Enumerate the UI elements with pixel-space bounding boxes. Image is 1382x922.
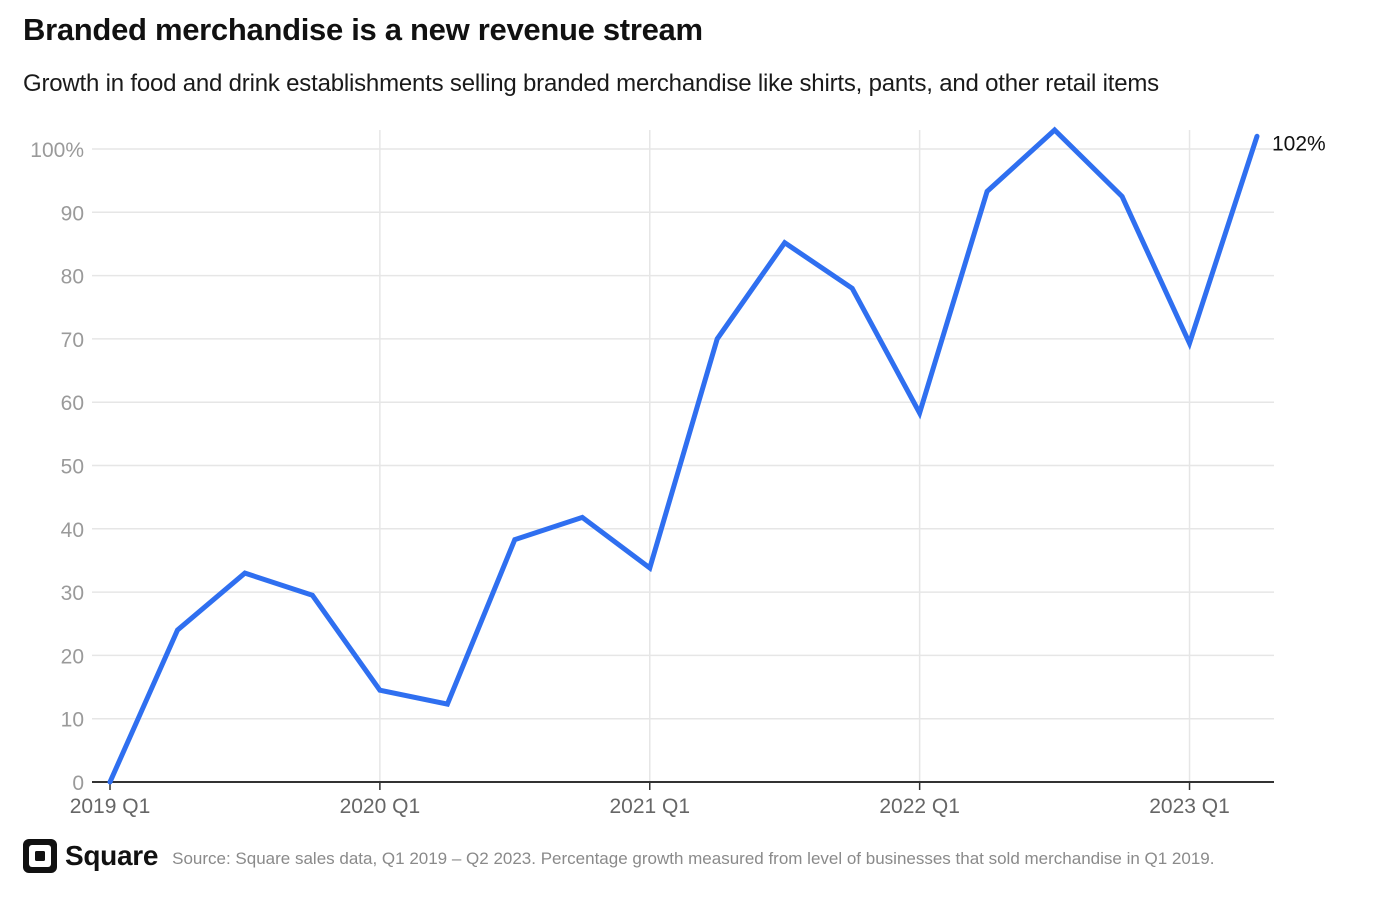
x-tick-label: 2022 Q1	[879, 795, 960, 818]
y-tick-label: 80	[61, 266, 84, 289]
y-tick-label: 0	[72, 772, 84, 795]
square-logo: Square	[23, 839, 158, 873]
square-logo-icon	[23, 839, 57, 873]
end-value-label: 102%	[1272, 132, 1326, 155]
source-note: Source: Square sales data, Q1 2019 – Q2 …	[172, 849, 1215, 868]
y-tick-label: 70	[61, 329, 84, 352]
series-line	[107, 126, 1260, 785]
x-tick-label: 2020 Q1	[340, 795, 421, 818]
y-tick-label: 40	[61, 519, 84, 542]
chart-title: Branded merchandise is a new revenue str…	[23, 12, 703, 47]
brand-name: Square	[65, 840, 159, 871]
y-tick-label: 90	[61, 202, 84, 225]
y-tick-label: 100%	[30, 139, 84, 162]
y-tick-label: 20	[61, 645, 84, 668]
chart-subtitle: Growth in food and drink establishments …	[23, 70, 1159, 97]
y-tick-label: 50	[61, 456, 84, 479]
y-tick-label: 30	[61, 582, 84, 605]
x-tick-label: 2023 Q1	[1149, 795, 1230, 818]
y-tick-label: 10	[61, 709, 84, 732]
x-tick-label: 2021 Q1	[609, 795, 690, 818]
footer: Square Source: Square sales data, Q1 201…	[23, 836, 1214, 876]
x-tick-label: 2019 Q1	[70, 795, 151, 818]
y-tick-label: 60	[61, 392, 84, 415]
